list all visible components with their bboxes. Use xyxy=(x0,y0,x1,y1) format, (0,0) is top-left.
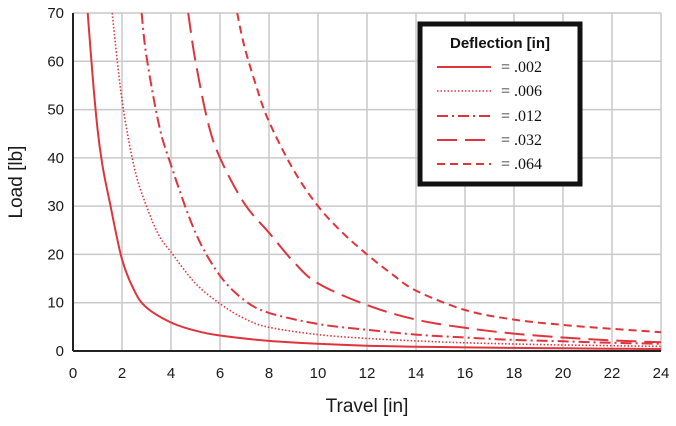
legend-label-1: = .002 xyxy=(501,59,542,76)
y-axis-label: Load [lb] xyxy=(6,146,27,219)
x-tick-label: 6 xyxy=(216,365,224,382)
legend-label-4: = .032 xyxy=(501,132,542,149)
series-line-3 xyxy=(140,12,662,345)
series-line-4 xyxy=(187,12,662,344)
x-tick-label: 10 xyxy=(310,365,327,382)
axes xyxy=(72,13,661,352)
y-tick-labels: 0 10 20 30 40 50 60 70 xyxy=(47,5,64,360)
y-tick-label: 20 xyxy=(47,246,64,263)
x-tick-labels: 0 2 4 6 8 10 12 14 16 18 20 22 24 xyxy=(69,365,670,382)
x-tick-label: 0 xyxy=(69,365,77,382)
x-tick-label: 8 xyxy=(265,365,273,382)
x-tick-label: 18 xyxy=(506,365,523,382)
legend-label-5: = .064 xyxy=(501,156,542,173)
series-lines xyxy=(86,12,662,350)
x-tick-label: 2 xyxy=(118,365,126,382)
x-axis-label: Travel [in] xyxy=(326,396,409,417)
legend-label-2: = .006 xyxy=(501,83,542,100)
x-tick-label: 14 xyxy=(408,365,425,382)
series-line-1 xyxy=(86,12,662,350)
x-tick-label: 4 xyxy=(167,365,175,382)
legend-box xyxy=(417,21,583,187)
legend: Deflection [in] = .002 = .006 = .012 = .032… xyxy=(417,21,583,187)
x-tick-label: 20 xyxy=(555,365,572,382)
x-tick-label: 12 xyxy=(359,365,376,382)
y-tick-label: 60 xyxy=(47,53,64,70)
legend-items: = .002 = .006 = .012 = .032 = .064 xyxy=(437,59,542,173)
x-tick-label: 22 xyxy=(604,365,621,382)
y-tick-label: 10 xyxy=(47,295,64,312)
legend-label-3: = .012 xyxy=(501,108,542,125)
y-tick-label: 30 xyxy=(47,198,64,215)
series-line-2 xyxy=(111,12,662,348)
x-tick-label: 16 xyxy=(457,365,474,382)
y-tick-label: 70 xyxy=(47,5,64,22)
y-tick-label: 40 xyxy=(47,150,64,167)
x-tick-label: 24 xyxy=(653,365,670,382)
y-tick-label: 0 xyxy=(56,343,64,360)
series-line-5 xyxy=(236,12,662,334)
y-tick-label: 50 xyxy=(47,102,64,119)
legend-title: Deflection [in] xyxy=(450,35,550,52)
